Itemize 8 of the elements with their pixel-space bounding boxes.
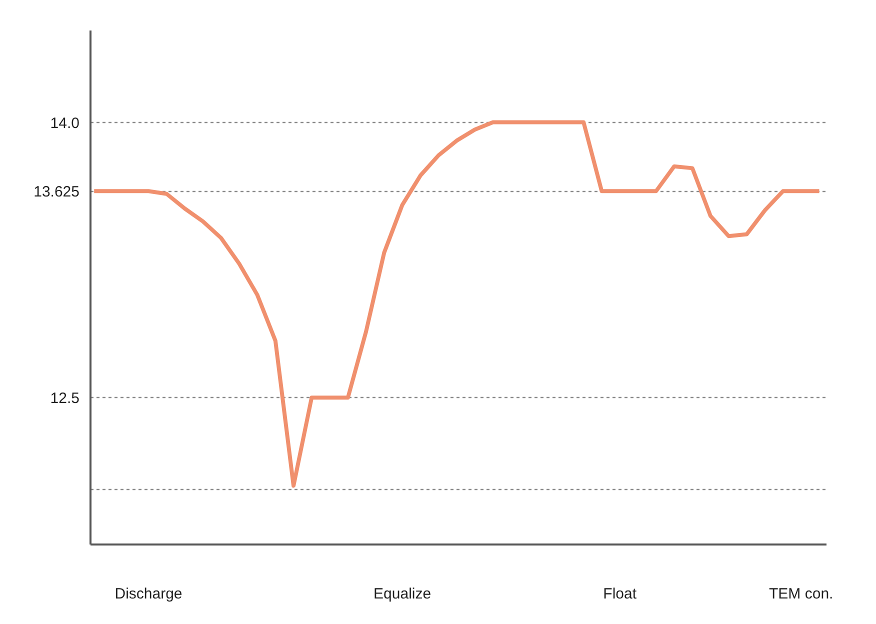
x-tick-label: Float — [603, 586, 638, 602]
y-tick-label: 12.5 — [50, 390, 80, 408]
x-tick-label: Equalize — [374, 586, 432, 602]
line-series — [92, 120, 822, 488]
x-tick-label: Discharge — [114, 586, 182, 602]
y-tick-label: 13.625 — [34, 184, 80, 201]
y-tick-label: 14.0 — [50, 114, 80, 132]
x-tick-label: TEM con. — [769, 586, 834, 602]
